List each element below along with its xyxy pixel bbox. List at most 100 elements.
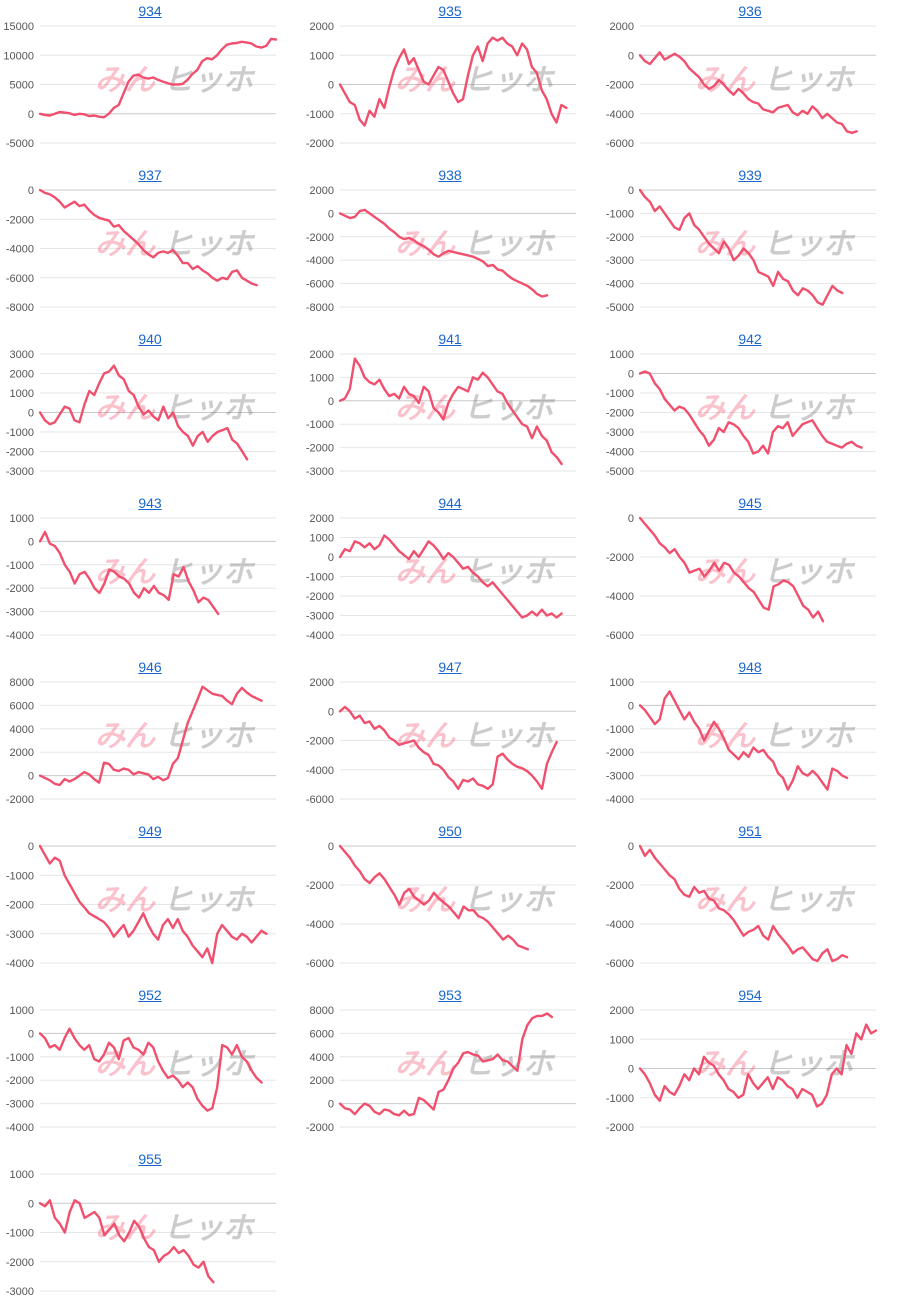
y-tick-label: -2000	[6, 447, 34, 459]
y-tick-label: 2000	[310, 349, 334, 361]
chart-title-link[interactable]: 950	[438, 823, 462, 839]
watermark-logo: みん ヒッホ	[395, 719, 556, 754]
chart-title-link[interactable]: 938	[438, 167, 462, 183]
chart-title-link[interactable]: 954	[738, 987, 762, 1003]
chart-panel-940: 940 3000 2000 1000 0 -1000 -2000 -3000 みん ヒッホ	[0, 328, 300, 492]
watermark-logo: みん ヒッホ	[95, 883, 256, 918]
y-tick-label: -4000	[306, 919, 334, 931]
chart-panel-951: 951 0 -2000 -4000 -6000 みん ヒッホ	[600, 820, 900, 984]
chart-panel-937: 937 0 -2000 -4000 -6000 -8000 みん ヒッホ	[0, 164, 300, 328]
y-tick-label: 8000	[10, 677, 34, 689]
y-tick-label: 0	[328, 208, 334, 220]
y-tick-label: -1000	[606, 1093, 634, 1105]
chart-title-link[interactable]: 944	[438, 495, 462, 511]
y-tick-label: -1000	[606, 208, 634, 220]
chart-title-link[interactable]: 953	[438, 987, 462, 1003]
watermark-logo: みん ヒッホ	[395, 1047, 556, 1082]
watermark-logo: みん ヒッホ	[95, 555, 256, 590]
chart-title-link[interactable]: 951	[738, 823, 762, 839]
chart-title-link[interactable]: 942	[738, 331, 762, 347]
y-tick-label: -2000	[606, 1122, 634, 1134]
y-tick-label: -5000	[606, 466, 634, 478]
y-tick-label: -2000	[306, 138, 334, 150]
y-tick-label: 1000	[10, 1005, 34, 1017]
y-tick-label: -1000	[6, 427, 34, 439]
chart-title-link[interactable]: 948	[738, 659, 762, 675]
y-tick-label: 2000	[310, 21, 334, 33]
y-tick-label: -1000	[6, 560, 34, 572]
y-tick-label: 2000	[310, 185, 334, 197]
y-tick-label: -8000	[306, 302, 334, 314]
chart-title-link[interactable]: 946	[138, 659, 162, 675]
series-line	[338, 357, 563, 466]
watermark-logo: みん ヒッホ	[95, 719, 256, 754]
y-tick-label: 0	[28, 185, 34, 197]
y-tick-label: -2000	[6, 794, 34, 806]
line-chart: 2000 1000 0 -1000 -2000 みん ヒッホ	[306, 21, 576, 150]
line-chart: 1000 0 -1000 -2000 -3000 -4000 みん ヒッホ	[606, 677, 876, 806]
y-tick-label: -2000	[306, 1122, 334, 1134]
y-tick-label: -1000	[606, 724, 634, 736]
y-tick-label: -3000	[306, 611, 334, 623]
chart-panel-939: 939 0 -1000 -2000 -3000 -4000 -5000 みん ヒッホ	[600, 164, 900, 328]
y-tick-label: 1000	[10, 1169, 34, 1181]
chart-panel-953: 953 8000 6000 4000 2000 0 -2000 みん ヒッホ	[300, 984, 600, 1148]
watermark-logo: みん ヒッホ	[95, 391, 256, 426]
watermark-logo: みん ヒッホ	[695, 555, 856, 590]
line-chart: 2000 0 -2000 -4000 -6000 -8000 みん ヒッホ	[306, 185, 576, 314]
chart-panel-948: 948 1000 0 -1000 -2000 -3000 -4000 みん ヒッホ	[600, 656, 900, 820]
series-line	[38, 364, 249, 461]
y-tick-label: -3000	[6, 607, 34, 619]
chart-title-link[interactable]: 943	[138, 495, 162, 511]
y-tick-label: 2000	[10, 747, 34, 759]
series-line	[338, 36, 568, 127]
y-tick-label: -5000	[6, 138, 34, 150]
chart-title-link[interactable]: 947	[438, 659, 462, 675]
line-chart: 8000 6000 4000 2000 0 -2000 みん ヒッホ	[6, 677, 276, 806]
y-tick-label: -2000	[306, 736, 334, 748]
y-tick-label: 10000	[3, 50, 34, 62]
line-chart: 0 -2000 -4000 -6000 -8000 みん ヒッホ	[6, 185, 276, 314]
series-line	[38, 1199, 215, 1284]
y-tick-label: -1000	[6, 1228, 34, 1240]
chart-title-link[interactable]: 955	[138, 1151, 162, 1167]
line-chart: 2000 1000 0 -1000 -2000 -3000 みん ヒッホ	[306, 349, 576, 478]
chart-title-link[interactable]: 937	[138, 167, 162, 183]
y-tick-label: -4000	[606, 794, 634, 806]
y-tick-label: -6000	[606, 138, 634, 150]
y-tick-label: -6000	[606, 630, 634, 642]
chart-panel-950: 950 0 -2000 -4000 -6000 みん ヒッホ	[300, 820, 600, 984]
y-tick-label: -4000	[6, 1122, 34, 1134]
chart-title-link[interactable]: 945	[738, 495, 762, 511]
y-tick-label: -2000	[6, 900, 34, 912]
series-line	[638, 51, 858, 135]
y-tick-label: 0	[328, 1099, 334, 1111]
chart-title-link[interactable]: 952	[138, 987, 162, 1003]
y-tick-label: 0	[28, 1028, 34, 1040]
y-tick-label: 0	[328, 552, 334, 564]
chart-title-link[interactable]: 934	[138, 3, 162, 19]
y-tick-label: -6000	[306, 794, 334, 806]
series-line	[338, 1012, 554, 1117]
y-tick-label: -6000	[6, 273, 34, 285]
chart-title-link[interactable]: 935	[438, 3, 462, 19]
chart-title-link[interactable]: 941	[438, 331, 462, 347]
chart-panel-941: 941 2000 1000 0 -1000 -2000 -3000 みん ヒッホ	[300, 328, 600, 492]
chart-title-link[interactable]: 940	[138, 331, 162, 347]
chart-title-link[interactable]: 936	[738, 3, 762, 19]
chart-panel-946: 946 8000 6000 4000 2000 0 -2000 みん ヒッホ	[0, 656, 300, 820]
y-tick-label: -6000	[306, 279, 334, 291]
y-tick-label: 0	[628, 841, 634, 853]
y-tick-label: 0	[628, 185, 634, 197]
y-tick-label: 0	[328, 396, 334, 408]
chart-title-link[interactable]: 939	[738, 167, 762, 183]
watermark-logo: みん ヒッホ	[695, 883, 856, 918]
y-tick-label: 2000	[310, 677, 334, 689]
line-chart: 0 -2000 -4000 -6000 みん ヒッホ	[306, 841, 576, 970]
y-tick-label: -3000	[6, 1286, 34, 1298]
watermark-logo: みん ヒッホ	[695, 1047, 856, 1082]
y-tick-label: 8000	[310, 1005, 334, 1017]
watermark-logo: みん ヒッホ	[695, 719, 856, 754]
y-tick-label: -4000	[306, 630, 334, 642]
chart-title-link[interactable]: 949	[138, 823, 162, 839]
